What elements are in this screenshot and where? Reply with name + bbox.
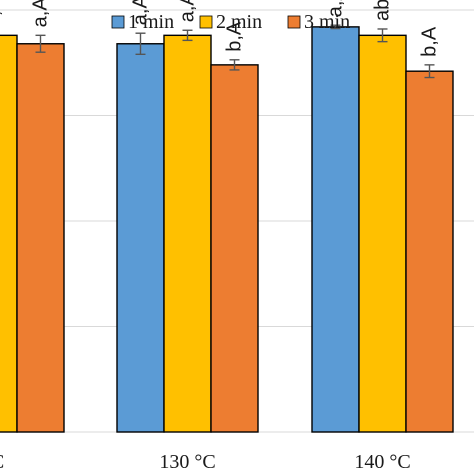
data-label-0-2: a,A xyxy=(30,0,52,27)
data-label-1-0: a,A xyxy=(130,0,152,25)
bar-1-1 xyxy=(163,34,212,433)
data-labels: a,A a,A a,A a,A ab,A a,A b,A b,A xyxy=(0,0,441,57)
bar-2-2 xyxy=(405,70,454,433)
legend-label-2: 3 min xyxy=(304,11,350,33)
data-label-2-1: ab,A xyxy=(372,0,394,21)
legend: 1 min 2 min 3 min xyxy=(111,11,350,33)
legend-swatch-0 xyxy=(111,15,125,29)
data-label-1-1: a,A xyxy=(177,0,199,22)
legend-label-0: 1 min xyxy=(128,11,174,33)
x-tick-label-0: °C xyxy=(0,451,4,473)
bar-2-1 xyxy=(358,34,407,433)
x-tick-labels: °C 130 °C 140 °C xyxy=(0,451,411,473)
bar-0-1 xyxy=(0,34,18,433)
legend-swatch-1 xyxy=(199,15,213,29)
bar-1-0 xyxy=(116,43,165,433)
data-label-2-0: a,A xyxy=(325,0,347,17)
data-label-0-1: a,A xyxy=(0,0,5,27)
bar-0-2 xyxy=(16,43,65,433)
bars xyxy=(0,24,454,433)
legend-swatch-2 xyxy=(287,15,301,29)
x-tick-label-1: 130 °C xyxy=(159,451,215,473)
data-label-2-2: b,A xyxy=(419,26,441,57)
bar-2-0 xyxy=(311,26,360,433)
bar-1-2 xyxy=(210,64,259,433)
legend-label-1: 2 min xyxy=(216,11,262,33)
data-label-1-2: b,A xyxy=(224,21,246,52)
x-tick-label-2: 140 °C xyxy=(354,451,410,473)
